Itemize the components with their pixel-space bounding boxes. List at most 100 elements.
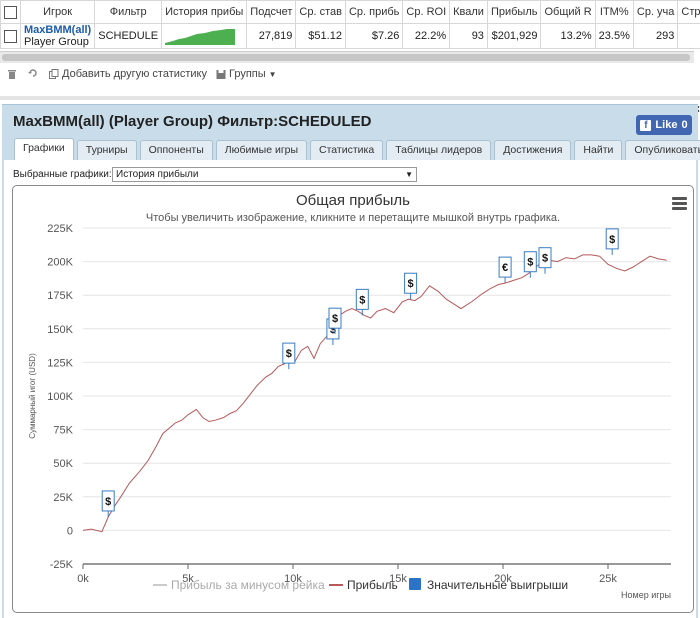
flag-label: $	[527, 257, 533, 269]
profit-cell: $201,929	[487, 24, 541, 49]
y-tick-label: 225K	[47, 223, 73, 235]
scrollbar-thumb[interactable]	[2, 54, 690, 61]
trash-icon	[7, 68, 17, 79]
tab-publish[interactable]: Опубликовать	[625, 140, 700, 160]
col-header-itm[interactable]: ITM%	[595, 1, 633, 24]
save-icon	[216, 69, 226, 80]
legend-swatch	[409, 578, 421, 590]
flag-label: €	[502, 262, 508, 274]
panel-tabs: Графики Турниры Оппоненты Любимые игры С…	[14, 138, 700, 160]
groups-dropdown[interactable]: Группы ▼	[216, 68, 277, 80]
tab-achievements[interactable]: Достижения	[494, 140, 571, 160]
avg-profit-cell: $7.26	[345, 24, 402, 49]
big-win-flag[interactable]: $	[539, 248, 551, 274]
row-checkbox-cell[interactable]	[1, 24, 21, 49]
player-group-label: Player Group	[24, 36, 91, 48]
copy-icon	[49, 69, 59, 80]
count-cell: 27,819	[247, 24, 296, 49]
add-stat-label: Добавить другую статистику	[62, 68, 207, 80]
big-win-flag[interactable]: $	[102, 491, 114, 517]
player-cell[interactable]: MaxBMM(all) Player Group	[21, 24, 95, 49]
refresh-button[interactable]	[28, 68, 38, 79]
like-count: 0	[681, 119, 687, 131]
col-header-filter[interactable]: Фильтр	[95, 1, 162, 24]
flag-label: $	[359, 294, 365, 306]
avg-players-cell: 293	[633, 24, 678, 49]
x-tick-label: 25k	[599, 573, 617, 585]
horizontal-scrollbar[interactable]	[0, 51, 694, 63]
profit-series-line	[83, 255, 667, 532]
filter-cell: SCHEDULE	[95, 24, 162, 49]
player-panel: MaxBMM(all) (Player Group) Фильтр:SCHEDU…	[2, 104, 698, 618]
table-header-row: Игрок Фильтр История прибы Подсчет Ср. с…	[1, 1, 700, 24]
col-header-country[interactable]: Стра	[678, 1, 700, 24]
panel-title: MaxBMM(all) (Player Group) Фильтр:SCHEDU…	[13, 113, 372, 130]
facebook-like-button[interactable]: f Like 0	[636, 115, 692, 135]
y-tick-label: 200K	[47, 257, 73, 269]
stats-table: Игрок Фильтр История прибы Подсчет Ср. с…	[0, 0, 700, 49]
tab-statistics[interactable]: Статистика	[310, 140, 383, 160]
y-axis-label: Суммарный игог (USD)	[28, 353, 37, 439]
y-tick-label: 175K	[47, 290, 73, 302]
profit-history-sparkline[interactable]	[162, 24, 247, 49]
country-cell	[678, 24, 700, 49]
legend-item[interactable]: Прибыль за минусом рейка	[153, 578, 325, 592]
player-name-link[interactable]: MaxBMM(all)	[24, 24, 91, 36]
big-win-flag[interactable]: $	[283, 343, 295, 369]
avg-roi-cell: 22.2%	[403, 24, 450, 49]
qualif-cell: 93	[450, 24, 488, 49]
total-roi-cell: 13.2%	[541, 24, 595, 49]
y-tick-label: 50K	[53, 458, 73, 470]
flag-label: $	[286, 348, 292, 360]
col-header-avg-stake[interactable]: Ср. став	[296, 1, 346, 24]
col-header-avg-roi[interactable]: Ср. ROI	[403, 1, 450, 24]
x-tick-label: 0k	[77, 573, 89, 585]
sparkline-chart	[165, 27, 235, 45]
x-axis-label: Номер игры	[621, 590, 671, 600]
y-tick-label: 150K	[47, 324, 73, 336]
select-all-checkbox-cell[interactable]	[1, 1, 21, 24]
tab-find[interactable]: Найти	[574, 140, 622, 160]
chart-svg[interactable]: -25K025K50K75K100K125K150K175K200K225K0k…	[13, 186, 693, 612]
delete-button[interactable]	[7, 68, 17, 79]
facebook-icon: f	[640, 120, 651, 131]
table-row[interactable]: MaxBMM(all) Player Group SCHEDULE 27,819…	[1, 24, 700, 49]
col-header-avg-profit[interactable]: Ср. прибь	[345, 1, 402, 24]
y-tick-label: 0	[67, 525, 73, 537]
tab-opponents[interactable]: Оппоненты	[140, 140, 213, 160]
flag-label: $	[609, 234, 615, 246]
col-header-profit[interactable]: Прибыль	[487, 1, 541, 24]
chart-select-value: История прибыли	[116, 169, 198, 180]
row-checkbox[interactable]	[4, 30, 17, 43]
tab-favorite-games[interactable]: Любимые игры	[216, 140, 307, 160]
col-header-player[interactable]: Игрок	[21, 1, 95, 24]
groups-label: Группы	[229, 68, 266, 80]
col-header-total-roi[interactable]: Общий R	[541, 1, 595, 24]
y-tick-label: -25K	[50, 559, 74, 571]
y-tick-label: 25K	[53, 492, 73, 504]
col-header-avg-players[interactable]: Ср. уча	[633, 1, 678, 24]
profit-chart[interactable]: Общая прибыль Чтобы увеличить изображени…	[12, 185, 694, 613]
col-header-qualif[interactable]: Квали	[450, 1, 488, 24]
select-all-checkbox[interactable]	[4, 6, 17, 19]
legend-label: Прибыль за минусом рейка	[171, 578, 325, 592]
col-header-profit-history[interactable]: История прибы	[162, 1, 247, 24]
y-tick-label: 125K	[47, 357, 73, 369]
tab-tournaments[interactable]: Турниры	[77, 140, 137, 160]
chart-select[interactable]: История прибыли ▼	[112, 167, 417, 182]
flag-label: $	[542, 253, 548, 265]
y-tick-label: 100K	[47, 391, 73, 403]
col-header-count[interactable]: Подсчет	[247, 1, 296, 24]
tab-leaderboards[interactable]: Таблицы лидеров	[386, 140, 491, 160]
legend-item[interactable]: Значительные выигрыши	[409, 578, 568, 592]
chart-select-label: Выбранные графики:	[13, 169, 112, 180]
tab-charts[interactable]: Графики	[14, 138, 74, 160]
add-stat-button[interactable]: Добавить другую статистику	[49, 68, 207, 80]
big-win-flag[interactable]: €	[499, 257, 511, 283]
big-win-flag[interactable]: $	[524, 252, 536, 278]
big-win-flag[interactable]: $	[606, 229, 618, 255]
legend-item[interactable]: Прибыль	[329, 578, 398, 592]
legend-label: Прибыль	[347, 578, 398, 592]
chevron-down-icon: ▼	[405, 168, 413, 181]
table-toolbar: Добавить другую статистику Группы ▼	[0, 64, 700, 86]
